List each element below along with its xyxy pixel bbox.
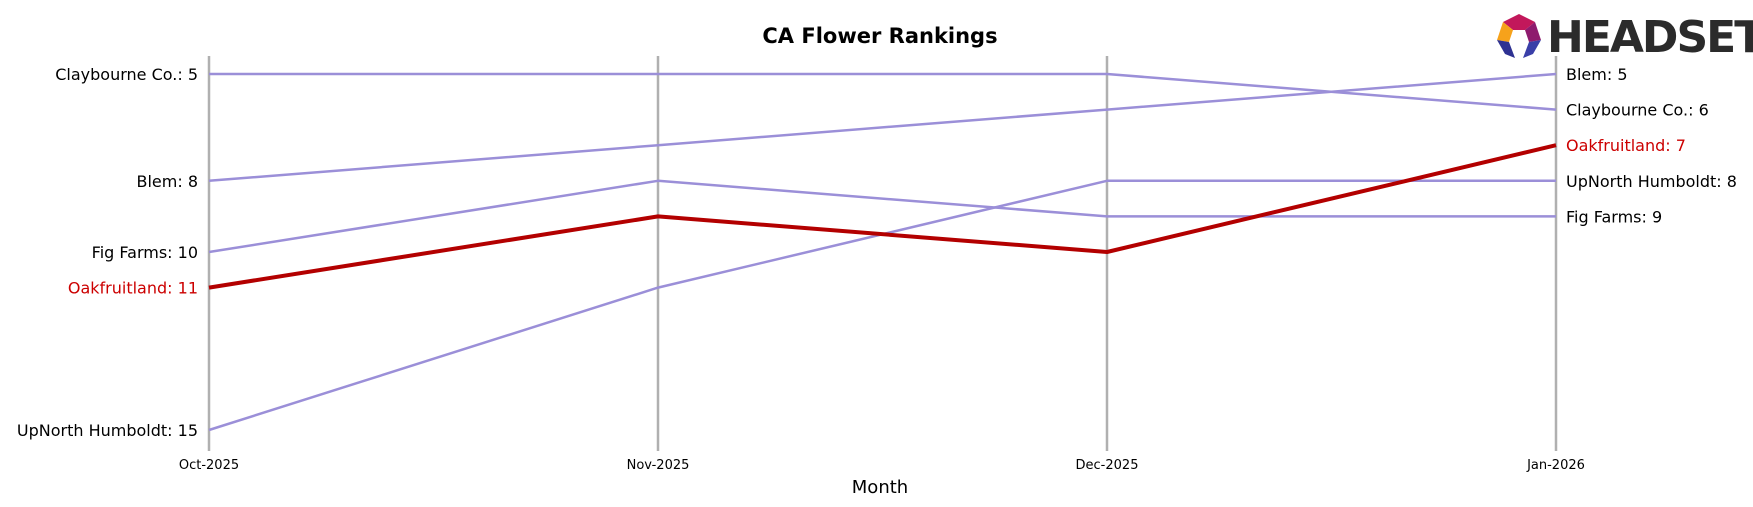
right-label: Oakfruitland: 7	[1566, 136, 1686, 155]
series-lines	[208, 72, 1557, 432]
series-line-oakfruitland	[208, 143, 1557, 290]
right-label: Blem: 5	[1566, 65, 1628, 84]
left-label: Blem: 8	[136, 172, 198, 191]
right-label: UpNorth Humboldt: 8	[1566, 172, 1737, 191]
left-label: Fig Farms: 10	[92, 243, 198, 262]
series-line-blem	[208, 72, 1557, 183]
headset-logo-mark-icon	[1497, 14, 1541, 58]
right-rank-labels: Blem: 5 Claybourne Co.: 6 Oakfruitland: 7 U…	[1566, 65, 1737, 226]
x-axis-label: Month	[852, 477, 908, 498]
headset-logo: HEADSET	[1497, 12, 1753, 63]
headset-logo-text: HEADSET	[1547, 12, 1753, 63]
right-label: Fig Farms: 9	[1566, 207, 1662, 226]
x-tick-label: Jan-2026	[1526, 458, 1585, 473]
series-line-claybourne-co-	[209, 72, 1557, 111]
x-tick-labels: Oct-2025 Nov-2025 Dec-2025 Jan-2026	[179, 458, 1585, 473]
gridlines	[207, 56, 1558, 451]
left-label: Claybourne Co.: 5	[55, 65, 198, 84]
series-line-upnorth-humboldt	[208, 179, 1556, 432]
x-tick-label: Oct-2025	[179, 458, 239, 473]
series-line-fig-farms	[208, 179, 1556, 254]
right-label: Claybourne Co.: 6	[1566, 101, 1709, 120]
chart-title: CA Flower Rankings	[762, 24, 997, 48]
left-rank-labels: Claybourne Co.: 5 Blem: 8 Fig Farms: 10 Oak…	[17, 65, 198, 440]
x-tick-label: Dec-2025	[1076, 458, 1139, 473]
left-label: Oakfruitland: 11	[68, 279, 198, 298]
left-label: UpNorth Humboldt: 15	[17, 421, 198, 440]
x-tick-label: Nov-2025	[627, 458, 690, 473]
